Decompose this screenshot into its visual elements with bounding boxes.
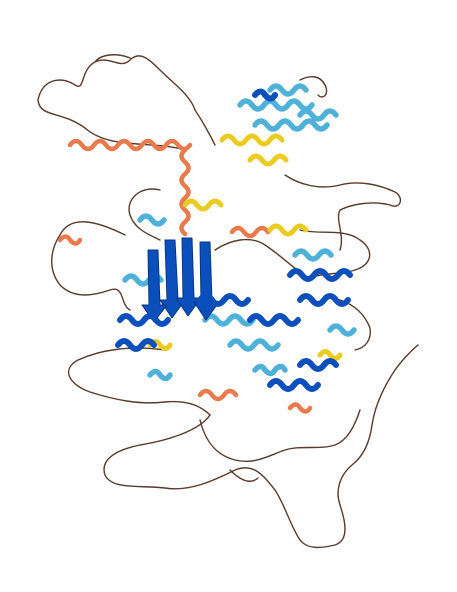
loop-top-mid [94,54,131,63]
loop-bottom-big [103,344,419,549]
confident-segments [122,83,357,382]
loop-mid-right-small [339,299,372,351]
lightblue-center-2 [227,338,281,352]
loop-right-mid [299,229,371,281]
darkblue-helix-top [252,88,278,102]
orange-helix-left-mid [57,234,83,246]
loop-left-upper [128,188,161,241]
lightblue-right-2 [327,323,357,337]
very-high-confidence-segments [115,88,353,392]
beta-strand-2 [175,237,202,317]
darkblue-helix-left-2 [115,338,157,352]
lightblue-bottom-2 [252,363,288,377]
loop-lower-left [67,347,211,416]
darkblue-helix-left-1 [117,313,171,327]
beta-strand-4 [141,249,168,323]
yellow-helix-top [219,133,285,147]
lightblue-domain-top-2 [252,118,330,132]
yellow-helix-top-right [247,153,289,167]
loop-bottom-lower [229,469,259,482]
beta-strand-1 [159,239,186,319]
orange-helix-lower [197,388,239,402]
lightblue-left-2 [137,213,167,227]
darkblue-helix-right-1 [287,268,353,282]
loop-right-upper [284,174,402,251]
lightblue-right-1 [292,248,334,262]
orange-helix-bottom-right [287,402,313,414]
orange-helix-center [229,225,271,239]
darkblue-helix-bottom-1 [267,378,321,392]
very-low-confidence-segments [57,138,313,414]
loop-top-left [37,55,216,151]
darkblue-helix-right-2 [297,293,351,307]
yellow-helix-mid-left [182,198,224,212]
darkblue-helix-right-3 [247,313,301,327]
lightblue-domain-top-1 [237,98,315,112]
lightblue-domain-top-3 [267,83,309,97]
yellow-helix-mid-right [267,223,309,237]
orange-helix-vertical [179,147,191,237]
disordered-loops [37,54,419,549]
orange-helix-left-top [67,138,193,152]
lightblue-center-1 [202,313,256,327]
lightblue-domain-top-4 [297,108,339,122]
loop-center-thin [214,238,301,273]
yellow-helix-lower-right [317,349,343,361]
darkblue-helix-bottom-2 [297,358,339,372]
loop-bottom-inner [199,409,361,462]
lightblue-bottom-1 [147,368,173,382]
loop-left-wide [51,221,131,311]
loop-top-right [299,76,328,98]
darkblue-helix-center-1 [197,293,251,307]
